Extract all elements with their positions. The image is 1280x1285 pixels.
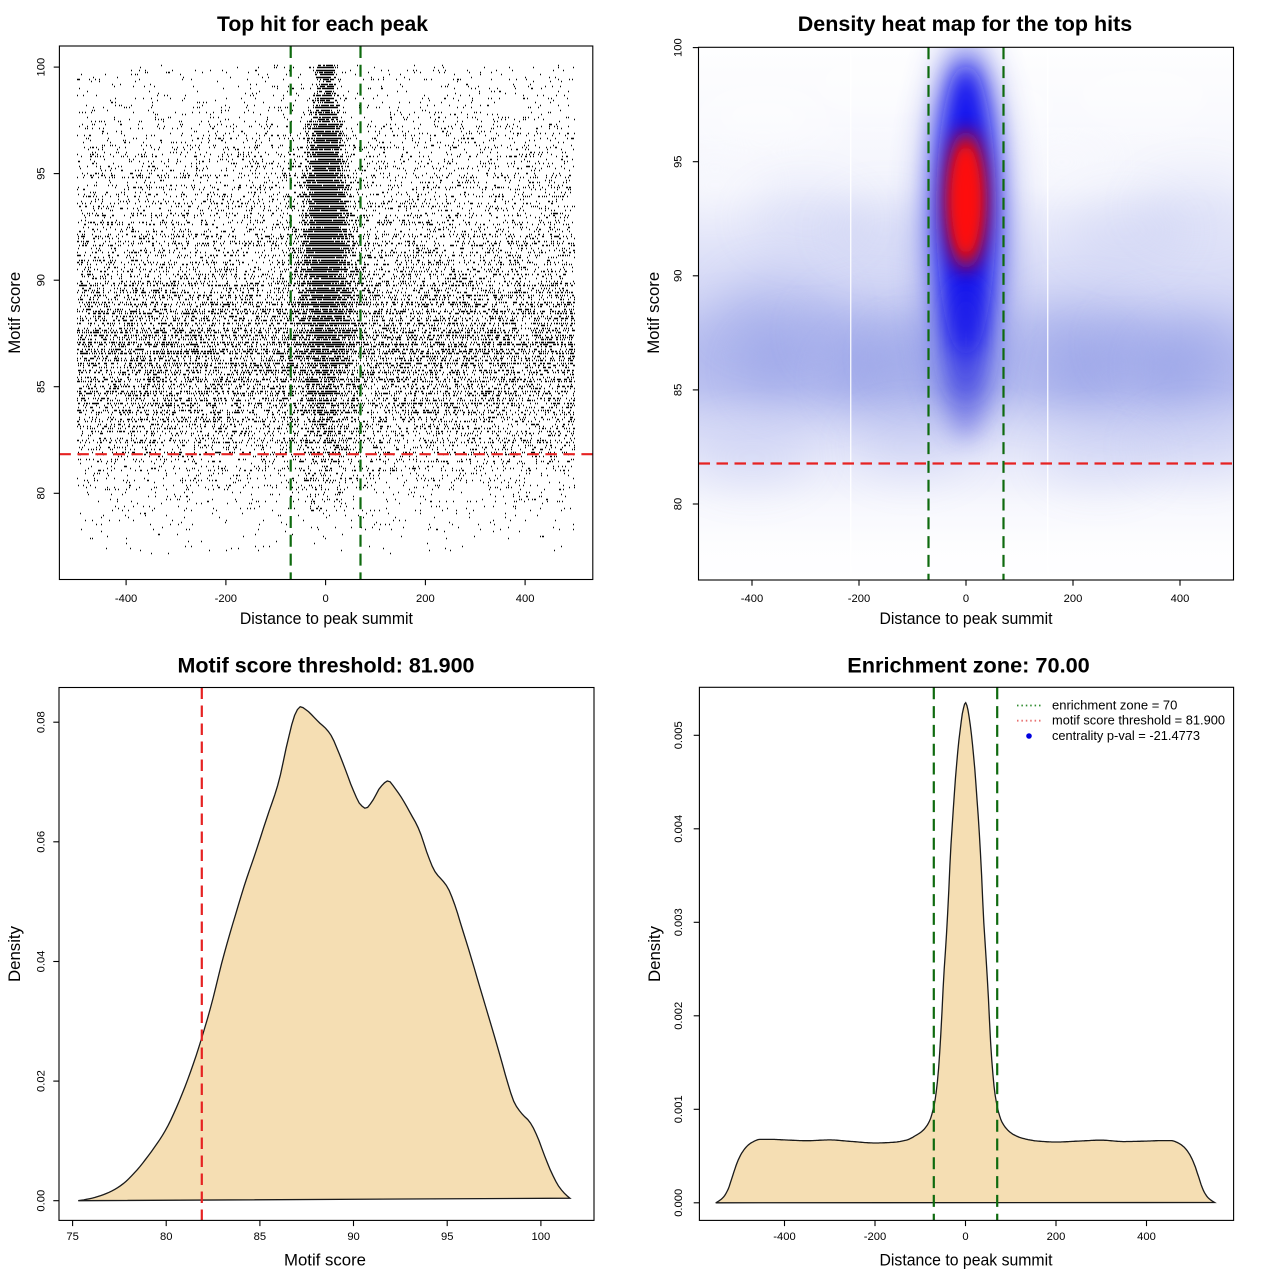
svg-text:95: 95 (673, 155, 685, 167)
svg-text:Distance to peak summit: Distance to peak summit (240, 609, 413, 628)
svg-text:0.000: 0.000 (673, 1189, 685, 1217)
svg-text:Density heat map for the top h: Density heat map for the top hits (798, 12, 1133, 36)
svg-text:0.08: 0.08 (36, 711, 48, 733)
svg-text:0.02: 0.02 (36, 1070, 48, 1092)
svg-text:0.004: 0.004 (673, 815, 685, 843)
svg-text:100: 100 (532, 1231, 551, 1243)
svg-text:-400: -400 (773, 1231, 795, 1243)
svg-text:0.00: 0.00 (36, 1190, 48, 1212)
svg-text:Motif score threshold: 81.900: Motif score threshold: 81.900 (178, 653, 475, 677)
svg-text:Motif score: Motif score (5, 272, 24, 354)
svg-text:400: 400 (516, 593, 535, 605)
svg-text:200: 200 (1047, 1231, 1066, 1243)
svg-text:enrichment zone = 70: enrichment zone = 70 (1052, 698, 1177, 713)
svg-text:-200: -200 (215, 593, 237, 605)
svg-text:0.04: 0.04 (36, 951, 48, 973)
svg-text:0.003: 0.003 (673, 908, 685, 936)
svg-text:Motif score: Motif score (644, 272, 663, 354)
svg-text:centrality p-val = -21.4773: centrality p-val = -21.4773 (1052, 728, 1200, 743)
svg-text:90: 90 (347, 1231, 359, 1243)
svg-text:Motif score: Motif score (284, 1251, 366, 1270)
svg-text:95: 95 (36, 167, 48, 179)
svg-text:80: 80 (36, 487, 48, 499)
svg-text:0.002: 0.002 (673, 1002, 685, 1030)
svg-text:motif score threshold = 81.900: motif score threshold = 81.900 (1052, 713, 1225, 728)
svg-text:-200: -200 (864, 1231, 886, 1243)
svg-text:200: 200 (1064, 593, 1083, 605)
svg-text:90: 90 (673, 270, 685, 282)
svg-text:Distance to peak summit: Distance to peak summit (880, 609, 1053, 628)
svg-text:0: 0 (322, 593, 328, 605)
svg-text:0.005: 0.005 (673, 721, 685, 749)
svg-text:Density: Density (645, 926, 664, 982)
svg-text:0.001: 0.001 (673, 1095, 685, 1123)
svg-text:75: 75 (66, 1231, 78, 1243)
svg-text:400: 400 (1171, 593, 1190, 605)
svg-text:200: 200 (416, 593, 435, 605)
svg-text:0.06: 0.06 (36, 831, 48, 853)
svg-text:-400: -400 (115, 593, 137, 605)
svg-text:85: 85 (254, 1231, 266, 1243)
svg-text:Distance to peak summit: Distance to peak summit (880, 1251, 1053, 1270)
svg-text:400: 400 (1137, 1231, 1156, 1243)
svg-text:90: 90 (36, 274, 48, 286)
svg-text:80: 80 (673, 498, 685, 510)
svg-text:-400: -400 (741, 593, 763, 605)
svg-text:100: 100 (36, 58, 48, 77)
svg-text:Top hit for each peak: Top hit for each peak (217, 12, 428, 36)
svg-text:0: 0 (962, 1231, 968, 1243)
svg-text:Enrichment zone: 70.00: Enrichment zone: 70.00 (847, 653, 1090, 677)
svg-text:85: 85 (673, 384, 685, 396)
svg-text:-200: -200 (848, 593, 870, 605)
svg-text:80: 80 (160, 1231, 172, 1243)
svg-text:0: 0 (963, 593, 969, 605)
svg-text:95: 95 (441, 1231, 453, 1243)
svg-text:85: 85 (36, 381, 48, 393)
svg-text:100: 100 (673, 38, 685, 57)
svg-text:Density: Density (5, 926, 24, 982)
